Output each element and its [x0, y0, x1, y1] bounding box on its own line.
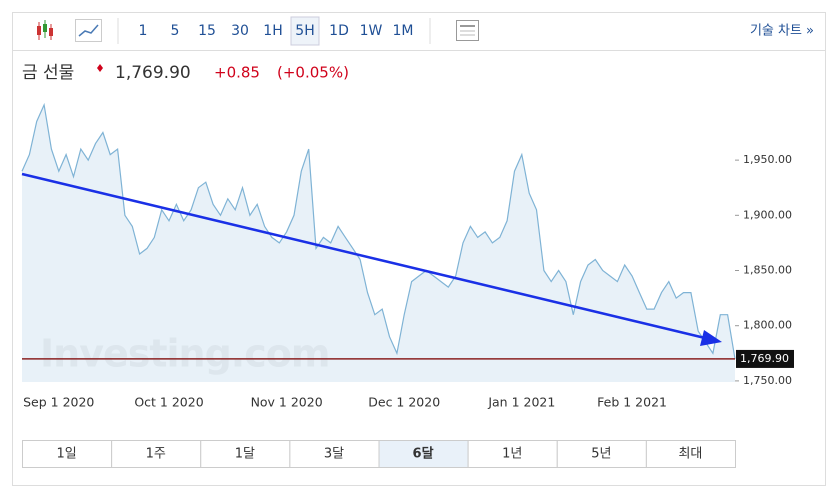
price-line	[21, 102, 736, 359]
interval-active	[290, 16, 320, 46]
interval-button[interactable]: 1H	[263, 23, 282, 39]
interval-button[interactable]: 5	[171, 23, 180, 39]
y-tick-label: 1,750.00	[743, 374, 792, 387]
interval-button[interactable]: 1W	[360, 23, 383, 39]
range-button-bg[interactable]	[378, 440, 469, 468]
up-marker	[97, 64, 103, 72]
x-tick-label: Jan 1 2021	[487, 395, 555, 410]
range-button[interactable]: 6달	[413, 447, 434, 462]
trend-arrow	[21, 172, 722, 346]
range-button[interactable]: 3달	[324, 447, 344, 462]
y-tick-label: 1,850.00	[743, 264, 792, 277]
x-tick-label: Oct 1 2020	[134, 395, 203, 410]
interval-button[interactable]: 30	[231, 23, 249, 39]
last-price: 1,769.90	[115, 63, 191, 83]
range-button-bg[interactable]	[22, 440, 113, 468]
current-price-tag	[736, 349, 794, 368]
interval-button[interactable]: 15	[198, 23, 216, 39]
interval-button[interactable]: 5H	[295, 23, 314, 39]
range-button-bg[interactable]	[467, 440, 558, 468]
candle-icon[interactable]	[37, 20, 53, 40]
interval-button[interactable]: 1M	[393, 23, 414, 39]
range-button[interactable]: 1년	[502, 447, 522, 462]
range-button[interactable]: 1일	[56, 447, 76, 462]
interval-button[interactable]: 1	[139, 23, 148, 39]
line-icon[interactable]	[75, 19, 102, 42]
current-price-label: 1,769.90	[740, 352, 789, 365]
interval-button[interactable]: 1D	[329, 23, 349, 39]
plot: Investing.com	[21, 95, 736, 383]
instrument-name: 금 선물	[22, 63, 74, 83]
range-button[interactable]: 최대	[678, 447, 702, 462]
price-change: +0.85	[214, 64, 260, 82]
y-tick-label: 1,900.00	[743, 208, 792, 221]
x-tick-label: Feb 1 2021	[597, 395, 667, 410]
range-button-bg[interactable]	[111, 440, 202, 468]
range-button[interactable]: 1주	[146, 447, 166, 462]
x-tick-label: Dec 1 2020	[368, 395, 440, 410]
area-fill	[22, 104, 735, 383]
layout-icon[interactable]	[456, 20, 479, 41]
price-change-pct: (+0.05%)	[277, 64, 349, 82]
range-button-bg[interactable]	[200, 440, 291, 468]
range-button[interactable]: 1달	[235, 447, 255, 462]
range-button[interactable]: 5년	[591, 447, 611, 462]
y-tick-label: 1,950.00	[743, 153, 792, 166]
range-button-bg[interactable]	[645, 440, 736, 468]
range-button-bg[interactable]	[556, 440, 647, 468]
y-tick-label: 1,800.00	[743, 319, 792, 332]
technical-link[interactable]: 기술 차트 »	[750, 24, 814, 39]
x-tick-label: Nov 1 2020	[251, 395, 323, 410]
x-tick-label: Sep 1 2020	[23, 395, 94, 410]
